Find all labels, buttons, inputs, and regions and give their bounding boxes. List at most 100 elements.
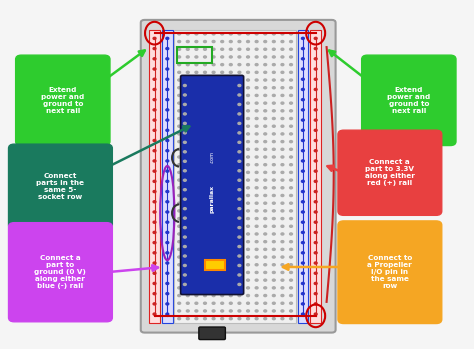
Circle shape (314, 129, 317, 131)
Circle shape (166, 303, 169, 305)
Circle shape (221, 141, 224, 143)
Circle shape (203, 110, 206, 112)
Circle shape (178, 33, 181, 35)
Bar (149, 30, 160, 323)
Circle shape (195, 33, 198, 35)
Circle shape (290, 202, 292, 204)
Circle shape (221, 318, 224, 320)
Circle shape (264, 87, 267, 89)
Circle shape (195, 64, 198, 66)
Circle shape (183, 236, 186, 238)
Circle shape (203, 118, 206, 120)
Circle shape (264, 264, 267, 266)
Circle shape (183, 265, 186, 267)
Circle shape (183, 84, 186, 87)
FancyBboxPatch shape (338, 130, 442, 215)
Circle shape (273, 33, 275, 35)
Circle shape (273, 217, 275, 220)
Circle shape (255, 64, 258, 66)
Circle shape (238, 198, 241, 200)
Circle shape (255, 133, 258, 135)
Circle shape (273, 40, 275, 43)
Circle shape (246, 71, 249, 73)
Circle shape (203, 210, 206, 212)
Circle shape (229, 225, 232, 227)
Circle shape (238, 48, 241, 50)
Circle shape (264, 179, 267, 181)
Circle shape (238, 187, 241, 189)
Circle shape (221, 40, 224, 43)
Circle shape (314, 170, 317, 172)
Circle shape (264, 302, 267, 304)
Circle shape (203, 310, 206, 312)
Circle shape (290, 40, 292, 43)
Bar (298, 30, 308, 323)
Circle shape (238, 160, 241, 162)
Circle shape (264, 102, 267, 104)
Circle shape (290, 125, 292, 127)
Bar (177, 47, 212, 63)
Circle shape (246, 48, 249, 50)
Circle shape (255, 56, 258, 58)
FancyBboxPatch shape (141, 20, 336, 333)
Circle shape (166, 292, 169, 295)
Circle shape (212, 48, 215, 50)
Circle shape (238, 113, 241, 115)
Circle shape (166, 282, 169, 284)
Circle shape (229, 240, 232, 243)
Circle shape (221, 79, 224, 81)
Circle shape (195, 156, 198, 158)
Circle shape (203, 71, 206, 73)
Bar (205, 260, 225, 270)
Circle shape (255, 33, 258, 35)
Circle shape (281, 71, 284, 73)
Circle shape (221, 295, 224, 297)
Circle shape (195, 256, 198, 258)
Circle shape (301, 221, 304, 223)
Circle shape (290, 110, 292, 112)
Circle shape (290, 64, 292, 66)
Circle shape (186, 79, 189, 81)
Bar (162, 30, 173, 323)
Circle shape (273, 156, 275, 158)
Circle shape (290, 179, 292, 181)
Circle shape (166, 68, 169, 70)
Circle shape (246, 56, 249, 58)
Circle shape (273, 64, 275, 66)
Circle shape (238, 279, 241, 281)
Circle shape (238, 141, 241, 143)
Circle shape (195, 318, 198, 320)
Circle shape (238, 318, 241, 320)
Circle shape (153, 262, 156, 264)
Circle shape (246, 164, 249, 166)
FancyBboxPatch shape (9, 223, 112, 322)
Circle shape (238, 210, 241, 212)
Circle shape (229, 287, 232, 289)
Circle shape (255, 171, 258, 173)
Circle shape (186, 302, 189, 304)
Circle shape (166, 99, 169, 101)
Text: Connect to
a Propeller
I/O pin in
the same
row: Connect to a Propeller I/O pin in the sa… (367, 255, 412, 289)
Circle shape (203, 48, 206, 50)
Circle shape (229, 217, 232, 220)
Circle shape (264, 272, 267, 274)
Circle shape (153, 292, 156, 295)
Circle shape (153, 37, 156, 39)
Circle shape (290, 233, 292, 235)
Circle shape (238, 295, 241, 297)
Circle shape (212, 202, 215, 204)
Circle shape (212, 287, 215, 289)
Circle shape (238, 225, 241, 227)
Circle shape (221, 302, 224, 304)
Circle shape (221, 64, 224, 66)
Circle shape (264, 110, 267, 112)
Circle shape (255, 318, 258, 320)
Circle shape (255, 187, 258, 189)
Circle shape (178, 240, 181, 243)
Circle shape (246, 133, 249, 135)
Circle shape (273, 56, 275, 58)
FancyBboxPatch shape (181, 75, 244, 295)
Circle shape (203, 248, 206, 251)
Circle shape (255, 87, 258, 89)
Circle shape (212, 87, 215, 89)
